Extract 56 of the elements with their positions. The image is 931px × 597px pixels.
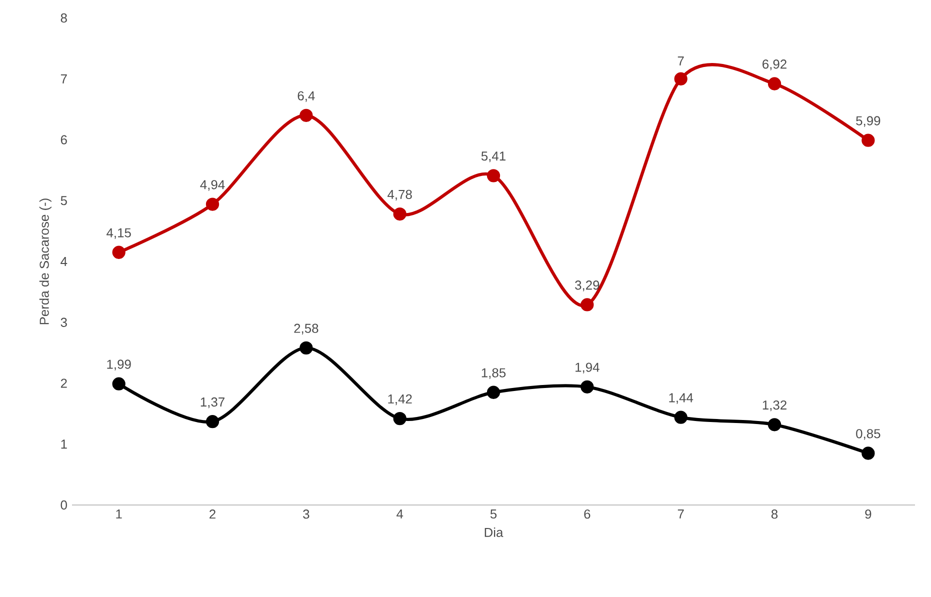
data-label: 4,94 [200,180,225,191]
data-label: 0,85 [856,429,880,440]
point [300,108,313,122]
point [674,72,688,86]
y-tick-label: 5 [60,196,67,206]
point [674,410,688,424]
point [393,412,406,426]
y-tick-label: 6 [60,135,67,144]
x-tick-label: 1 [116,510,122,518]
point [580,298,594,312]
data-label: 1,44 [669,393,694,404]
data-label: 4,78 [388,190,412,201]
y-tick-label: 0 [60,500,67,510]
point [862,446,875,460]
point [206,415,220,428]
x-tick-label: 2 [210,510,216,519]
x-tick-label: 7 [678,510,684,518]
data-label: 1,37 [200,397,224,408]
y-axis-title: Perda de Sacarose (-) [39,198,52,324]
data-label: 1,42 [388,394,412,406]
data-label: 4,15 [106,228,131,239]
x-tick-label: 3 [303,510,310,519]
x-tick-label: 5 [490,510,497,519]
data-label: 3,29 [575,280,600,292]
y-tick-label: 8 [60,13,67,23]
data-label: 2,58 [294,324,318,334]
data-label: 1,85 [482,368,506,379]
y-tick-label: 7 [60,74,67,84]
point [862,134,875,147]
x-tick-label: 6 [584,510,590,519]
y-tick-label: 3 [60,318,67,327]
x-tick-label: 4 [396,510,404,518]
point [580,380,594,394]
data-label: 1,94 [576,362,600,374]
data-label: 5,99 [856,116,880,127]
data-label: 1,32 [762,400,786,412]
y-tick-label: 1 [61,440,67,449]
x-axis-title: Dia [484,528,504,538]
y-tick-label: 2 [60,378,67,388]
point [112,246,126,259]
point [486,169,500,182]
data-label: 6,92 [762,60,786,70]
point [486,386,500,399]
x-tick-label: 8 [771,510,778,519]
point [768,77,782,90]
point [393,207,406,221]
data-label: 5,41 [481,152,506,162]
point [768,418,782,432]
data-label: 7 [678,56,684,66]
data-label: 1,99 [107,360,131,370]
point [112,377,126,390]
data-label: 6,4 [298,91,315,102]
point [300,341,313,355]
y-tick-label: 4 [60,257,68,266]
x-tick-label: 9 [865,510,872,519]
point [206,198,220,211]
